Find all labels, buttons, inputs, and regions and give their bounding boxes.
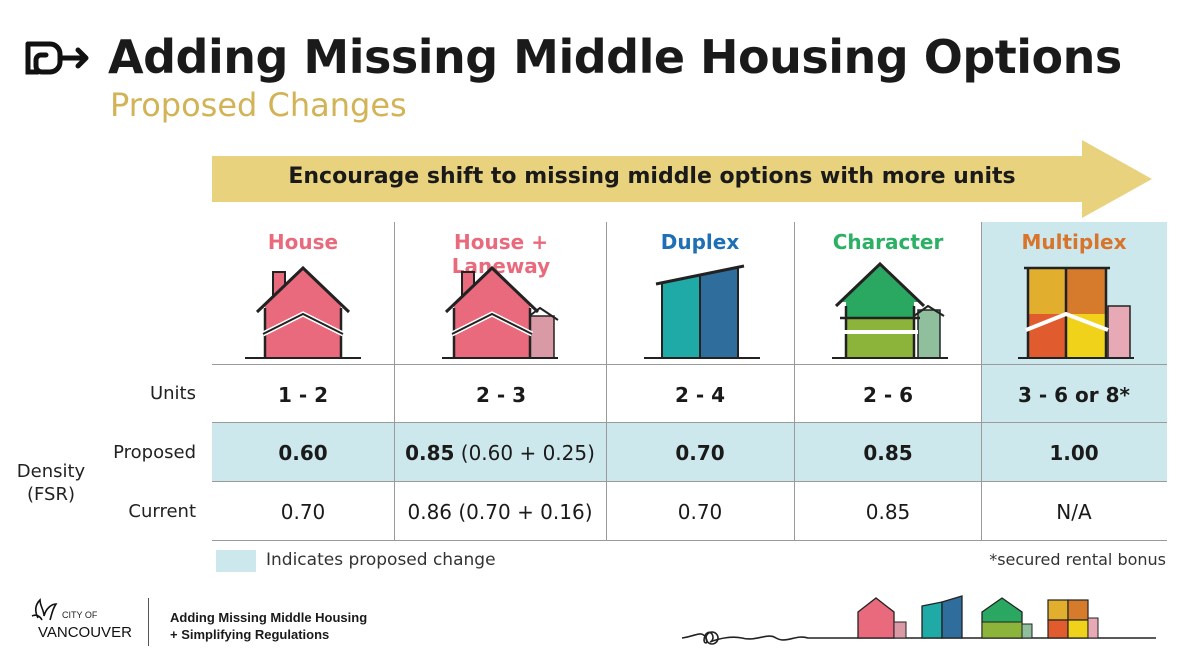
city-of-vancouver-logo bbox=[31, 598, 58, 621]
divider bbox=[212, 540, 1167, 541]
house-laneway-icon bbox=[442, 265, 559, 359]
divider bbox=[606, 222, 607, 540]
row-label-current: Current bbox=[128, 501, 196, 522]
footer-title: Adding Missing Middle Housing + Simplify… bbox=[170, 609, 367, 643]
footer-title-line1: Adding Missing Middle Housing bbox=[170, 610, 368, 625]
vancouver-label: VANCOUVER bbox=[38, 624, 132, 641]
divider bbox=[981, 222, 982, 540]
column-header-duplex: Duplex bbox=[660, 230, 740, 254]
footnote: *secured rental bonus bbox=[989, 550, 1166, 569]
current-house-laneway: 0.86 (0.70 + 0.16) bbox=[407, 500, 593, 524]
page-subtitle: Proposed Changes bbox=[110, 86, 407, 124]
character-house-icon bbox=[832, 261, 948, 359]
proposed-character-value: 0.85 bbox=[863, 441, 913, 465]
proposed-multiplex-value: 1.00 bbox=[1049, 441, 1099, 465]
highlight-proposed-row bbox=[212, 422, 1167, 481]
units-multiplex: 3 - 6 or 8* bbox=[1018, 383, 1130, 407]
proposed-multiplex: 1.00 bbox=[979, 441, 1169, 465]
proposed-duplex-value: 0.70 bbox=[675, 441, 725, 465]
column-header-multiplex: Multiplex bbox=[1021, 230, 1127, 254]
current-character: 0.85 bbox=[865, 500, 911, 524]
city-of-label: CITY OF bbox=[62, 610, 98, 620]
units-character: 2 - 6 bbox=[862, 383, 914, 407]
brand-arrow-icon bbox=[25, 41, 89, 75]
proposed-house-laneway: 0.85 (0.60 + 0.25) bbox=[400, 441, 600, 465]
proposed-house-laneway-value: 0.85 bbox=[405, 441, 455, 465]
proposed-character: 0.85 bbox=[793, 441, 983, 465]
shift-arrow bbox=[212, 140, 1152, 218]
proposed-house-value: 0.60 bbox=[278, 441, 328, 465]
row-label-units: Units bbox=[149, 383, 196, 404]
current-house: 0.70 bbox=[280, 500, 326, 524]
units-house-laneway: 2 - 3 bbox=[475, 383, 527, 407]
column-header-house: House bbox=[267, 230, 339, 254]
divider bbox=[212, 422, 1167, 423]
proposed-house-laneway-breakdown: (0.60 + 0.25) bbox=[454, 441, 595, 465]
duplex-icon bbox=[644, 264, 760, 359]
divider bbox=[212, 481, 1167, 482]
units-house: 1 - 2 bbox=[277, 383, 329, 407]
proposed-duplex: 0.70 bbox=[605, 441, 795, 465]
divider bbox=[794, 222, 795, 540]
current-multiplex: N/A bbox=[1056, 500, 1092, 524]
row-label-density: Density bbox=[16, 461, 86, 482]
footer-divider bbox=[148, 598, 149, 646]
divider bbox=[394, 222, 395, 540]
arrow-label: Encourage shift to missing middle option… bbox=[288, 164, 1016, 189]
row-label-fsr: (FSR) bbox=[26, 484, 75, 505]
row-label-proposed: Proposed bbox=[113, 442, 196, 463]
proposed-house: 0.60 bbox=[208, 441, 398, 465]
legend-swatch bbox=[216, 550, 256, 572]
houses-line-illustration bbox=[681, 595, 1156, 645]
column-header-house-laneway: House + Laneway bbox=[451, 230, 551, 278]
current-duplex: 0.70 bbox=[677, 500, 723, 524]
page-title: Adding Missing Middle Housing Options bbox=[108, 30, 1122, 84]
divider bbox=[212, 364, 1167, 365]
units-duplex: 2 - 4 bbox=[674, 383, 726, 407]
column-header-character: Character bbox=[832, 230, 944, 254]
legend-text: Indicates proposed change bbox=[266, 550, 496, 570]
footer-title-line2: + Simplifying Regulations bbox=[170, 627, 330, 642]
multiplex-icon bbox=[1018, 266, 1134, 359]
house-icon bbox=[245, 265, 361, 359]
